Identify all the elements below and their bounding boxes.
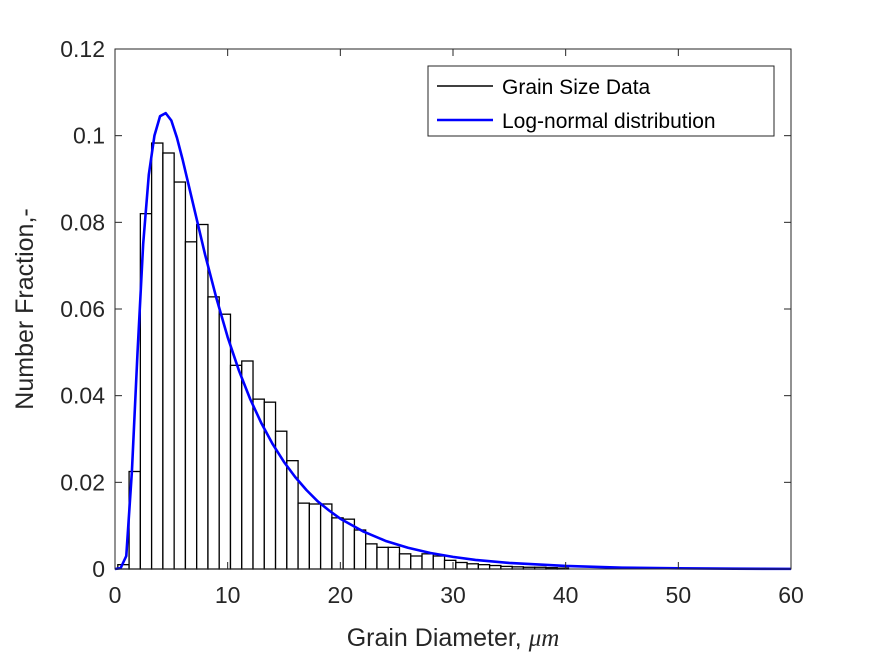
histogram-bar xyxy=(263,401,277,570)
x-tick-label: 60 xyxy=(778,582,804,608)
histogram-bar xyxy=(229,364,243,570)
histogram-bar xyxy=(466,563,480,570)
histogram-bar xyxy=(477,564,491,570)
histogram-bar xyxy=(173,181,187,570)
histogram-bar xyxy=(443,559,457,570)
y-tick-label: 0 xyxy=(92,556,105,582)
x-axis-label-text: Grain Diameter, xyxy=(347,624,529,652)
x-ticks: 0 10 20 30 40 50 60 xyxy=(109,49,804,608)
legend: Grain Size Data Log-normal distribution xyxy=(427,65,775,137)
histogram-bar xyxy=(421,553,434,570)
x-axis-label: Grain Diameter, μm xyxy=(347,624,560,652)
histogram-bar xyxy=(376,546,389,570)
histogram-bar xyxy=(353,529,367,570)
y-tick-label: 0.08 xyxy=(60,209,105,235)
legend-label-grain-size-data: Grain Size Data xyxy=(502,76,651,99)
log-normal-curve xyxy=(114,111,792,571)
histogram-bar xyxy=(488,564,502,570)
histogram-bar xyxy=(398,553,412,570)
x-tick-label: 30 xyxy=(440,582,466,608)
histogram-bar xyxy=(162,152,175,570)
histogram-bar xyxy=(150,142,164,570)
x-tick-label: 40 xyxy=(553,582,579,608)
histogram-bar xyxy=(455,561,468,570)
legend-box xyxy=(427,65,775,137)
histogram-bar xyxy=(319,503,333,570)
histogram-bar xyxy=(207,296,220,570)
x-tick-label: 50 xyxy=(666,582,692,608)
y-tick-label: 0.04 xyxy=(60,383,105,409)
x-tick-label: 20 xyxy=(328,582,354,608)
y-ticks: 0 0.02 0.04 0.06 0.08 0.1 0.12 xyxy=(60,36,791,582)
histogram-bar xyxy=(432,555,446,570)
histogram-bar xyxy=(196,223,209,570)
x-axis-label-unit: μm xyxy=(528,625,560,652)
histogram-bar xyxy=(184,241,198,570)
histogram-bar xyxy=(365,543,378,570)
curve-layer xyxy=(114,111,792,571)
y-tick-label: 0.1 xyxy=(73,123,105,149)
histogram-bar xyxy=(410,555,423,570)
histogram-bar xyxy=(308,503,322,570)
y-axis-label: Number Fraction,- xyxy=(11,208,39,409)
x-tick-label: 0 xyxy=(109,582,122,608)
histogram-bar xyxy=(331,517,344,570)
histogram-bar xyxy=(387,546,401,570)
y-tick-label: 0.12 xyxy=(60,36,105,62)
histogram-bar xyxy=(218,313,232,570)
y-tick-label: 0.02 xyxy=(60,469,105,495)
y-tick-label: 0.06 xyxy=(60,296,105,322)
legend-label-log-normal: Log-normal distribution xyxy=(502,110,716,133)
x-tick-label: 10 xyxy=(215,582,241,608)
histogram-bar xyxy=(297,502,311,570)
